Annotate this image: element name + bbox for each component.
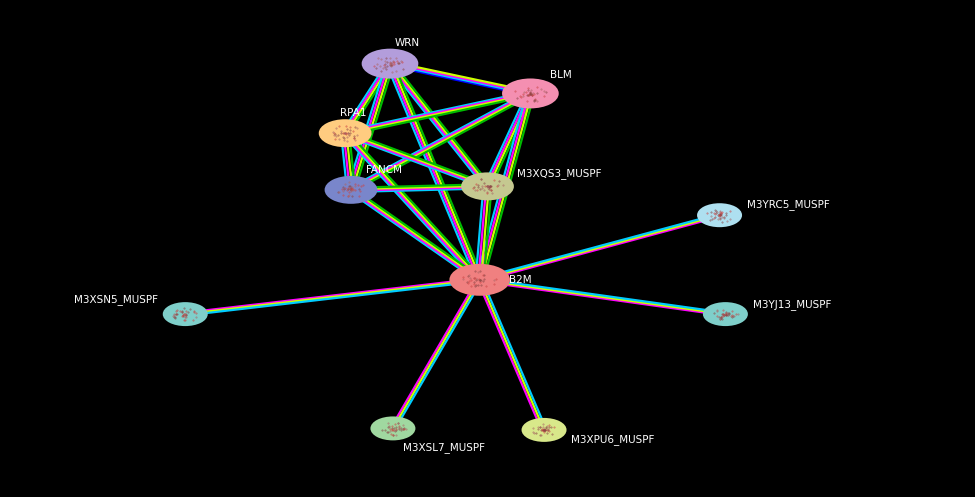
Circle shape: [528, 422, 560, 438]
Circle shape: [327, 124, 364, 143]
Text: M3XPU6_MUSPF: M3XPU6_MUSPF: [571, 434, 655, 445]
Text: M3YRC5_MUSPF: M3YRC5_MUSPF: [747, 199, 830, 210]
Text: M3XSL7_MUSPF: M3XSL7_MUSPF: [403, 442, 485, 453]
Text: WRN: WRN: [395, 38, 420, 48]
Text: M3XSN5_MUSPF: M3XSN5_MUSPF: [74, 294, 158, 305]
Text: BLM: BLM: [550, 70, 571, 80]
Circle shape: [704, 207, 735, 223]
Circle shape: [469, 177, 506, 196]
Circle shape: [370, 54, 410, 74]
Text: B2M: B2M: [509, 275, 531, 285]
Circle shape: [704, 303, 747, 325]
Circle shape: [377, 420, 409, 436]
Circle shape: [332, 180, 370, 199]
Circle shape: [371, 417, 414, 439]
Circle shape: [320, 120, 370, 146]
Circle shape: [326, 177, 376, 203]
Text: RPA1: RPA1: [340, 108, 367, 118]
Text: M3YJ13_MUSPF: M3YJ13_MUSPF: [753, 299, 831, 310]
Circle shape: [170, 306, 201, 322]
Circle shape: [523, 419, 566, 441]
Circle shape: [363, 50, 417, 78]
Circle shape: [710, 306, 741, 322]
Text: FANCM: FANCM: [366, 165, 402, 175]
Circle shape: [698, 204, 741, 226]
Circle shape: [164, 303, 207, 325]
Circle shape: [458, 269, 501, 291]
Circle shape: [450, 265, 509, 295]
Circle shape: [462, 173, 513, 199]
Text: M3XQS3_MUSPF: M3XQS3_MUSPF: [517, 168, 602, 179]
Circle shape: [503, 80, 558, 107]
Circle shape: [511, 83, 550, 103]
